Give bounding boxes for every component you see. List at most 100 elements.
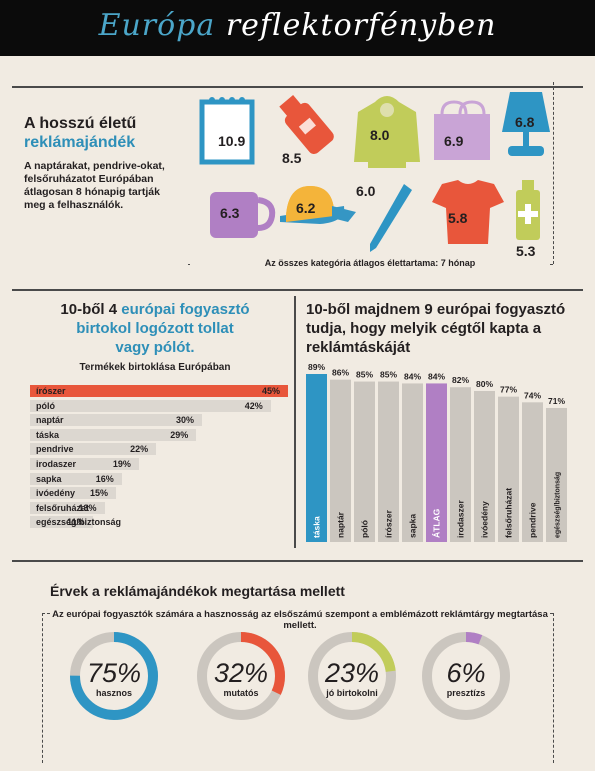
donut-percent: 6% xyxy=(446,658,485,688)
donut-arc xyxy=(70,632,158,720)
ownership-bar-label: naptár xyxy=(36,415,64,426)
recall-title: 10-ből majdnem 9 európai fogyasztó tudja… xyxy=(306,301,566,356)
ownership-bar-label: sapka xyxy=(36,473,62,484)
reasons-title: Érvek a reklámajándékok megtartása melle… xyxy=(50,583,345,599)
pen-value: 6.0 xyxy=(356,183,376,199)
dashed-line xyxy=(42,613,43,763)
lifetime-title-line1: A hosszú életű xyxy=(24,115,137,132)
ownership-bar-label: pendrive xyxy=(36,444,74,455)
medicine-bottle-icon xyxy=(516,180,540,240)
donut-arc xyxy=(197,632,285,720)
recall-bar-value: 74% xyxy=(524,390,541,400)
recall-bar xyxy=(306,374,327,542)
ownership-bar-label: írószer xyxy=(36,386,66,396)
lifetime-title-line2: reklámajándék xyxy=(24,134,136,151)
hoodie-icon xyxy=(354,96,420,168)
donut-percent: 75% xyxy=(87,658,141,688)
header-bar xyxy=(0,0,595,56)
recall-bar-value: 85% xyxy=(380,370,397,380)
recall-bar xyxy=(474,390,495,542)
ownership-bar xyxy=(30,487,116,500)
ownership-bar-label: póló xyxy=(36,400,55,411)
recall-bar xyxy=(354,381,375,542)
bag-value: 6.9 xyxy=(444,133,464,149)
recall-bar-value: 89% xyxy=(308,362,325,372)
ownership-bar xyxy=(30,472,122,485)
ownership-bar-label: irodaszer xyxy=(36,459,77,469)
recall-bar-label: irodaszer xyxy=(456,500,466,538)
ownership-bar xyxy=(30,385,288,397)
hoodie-value: 8.0 xyxy=(370,127,390,143)
ownership-bar-value: 15% xyxy=(90,488,109,499)
recall-bar-label: póló xyxy=(360,520,370,538)
recall-bar-value: 82% xyxy=(452,375,469,385)
mug-icon xyxy=(210,192,276,238)
ownership-bar-value: 19% xyxy=(112,459,131,469)
ownership-title-line3: vagy pólót. xyxy=(115,339,195,356)
average-note: Az összes kategória átlagos élettartama:… xyxy=(190,258,550,268)
bag-icon xyxy=(434,100,490,160)
reason-donut: 6%presztízs xyxy=(422,632,510,720)
reasons-donuts: 75%hasznos 32%mutatós 23%jó birtokolni 6%pr… xyxy=(70,632,510,720)
title-word-1: Európa xyxy=(98,8,216,43)
ownership-bar xyxy=(30,501,105,514)
recall-bar-value: 71% xyxy=(548,396,565,406)
donut-percent: 23% xyxy=(324,658,379,688)
recall-bar xyxy=(402,383,423,542)
recall-bar-label: felsőruházat xyxy=(504,488,514,538)
ownership-bar xyxy=(30,414,202,427)
lifetime-description: A naptárakat, pendrive-okat, felsőruháza… xyxy=(24,160,165,211)
ownership-bar-value: 45% xyxy=(262,386,281,396)
recall-bar-value: 80% xyxy=(476,379,493,389)
recall-bar xyxy=(498,396,519,542)
reason-donut: 32%mutatós xyxy=(197,632,285,720)
medicine-bottle-value: 5.3 xyxy=(516,243,536,259)
recall-bar-label: egészség/biztonság xyxy=(555,472,562,538)
reason-donut: 23%jó birtokolni xyxy=(308,632,396,720)
lamp-value: 6.8 xyxy=(515,114,535,130)
mug-value: 6.3 xyxy=(220,205,240,221)
ownership-title: 10-ből 4 európai fogyasztó birtokol logó… xyxy=(30,300,280,357)
ownership-bar-label: egészség/biztonság xyxy=(36,517,122,528)
section-divider xyxy=(12,86,583,88)
recall-bar-label: ÁTLAG xyxy=(432,508,442,538)
donut-arc xyxy=(422,632,510,720)
donut-label: jó birtokolni xyxy=(325,688,378,698)
pen-icon xyxy=(370,184,412,252)
ownership-bar-value: 16% xyxy=(95,473,114,484)
ownership-bar xyxy=(30,443,157,456)
recall-bar xyxy=(378,381,399,542)
ownership-title-prefix: 10-ből 4 xyxy=(60,301,122,318)
recall-bar-label: írószer xyxy=(384,509,394,538)
recall-bar-value: 84% xyxy=(428,371,445,381)
donut-label: presztízs xyxy=(447,688,486,698)
recall-chart: 89% táska 86% naptár 85% póló 85% írószer 84% sap… xyxy=(306,362,567,542)
donut-label: hasznos xyxy=(96,688,132,698)
reason-donut: 75%hasznos xyxy=(70,632,158,720)
recall-bar-value: 84% xyxy=(404,371,421,381)
dashed-line xyxy=(553,82,554,264)
ownership-bar xyxy=(30,399,271,412)
ownership-chart-title: Termékek birtoklása Európában xyxy=(79,362,231,373)
recall-bar-label: sapka xyxy=(408,514,418,538)
recall-bar xyxy=(330,379,351,542)
recall-bar-label: pendrive xyxy=(528,502,538,538)
recall-bar-value: 85% xyxy=(356,370,373,380)
ownership-bar-label: táska xyxy=(36,429,60,440)
section-divider xyxy=(12,560,583,562)
lifetime-title: A hosszú életű reklámajándék xyxy=(24,114,136,152)
calendar-icon xyxy=(199,97,255,165)
tshirt-icon xyxy=(432,180,504,244)
ownership-bar-value: 29% xyxy=(170,429,189,440)
title-word-2: reflektorfényben xyxy=(225,8,497,43)
page-title: Európa reflektorfényben xyxy=(0,8,595,43)
gift-icons xyxy=(199,92,550,252)
recall-bar-value: 86% xyxy=(332,368,349,378)
cap-icon xyxy=(280,186,356,224)
ownership-title-line2: birtokol logózott tollat xyxy=(76,320,234,337)
donut-percent: 32% xyxy=(214,658,268,688)
reasons-description: Az európai fogyasztók számára a hasznoss… xyxy=(50,609,550,631)
lamp-icon xyxy=(502,92,550,156)
recall-bar-value: 77% xyxy=(500,385,517,395)
recall-bar xyxy=(450,387,471,542)
